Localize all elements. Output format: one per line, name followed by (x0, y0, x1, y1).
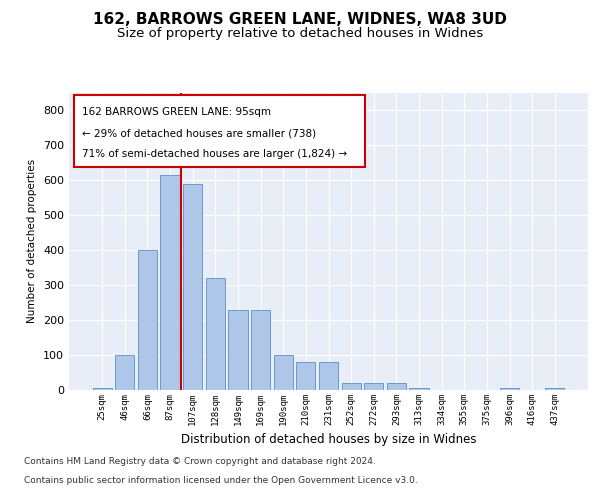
Bar (296, 362, 316, 390)
FancyBboxPatch shape (74, 96, 365, 167)
Bar (341, 383, 361, 390)
Text: Contains HM Land Registry data © Crown copyright and database right 2024.: Contains HM Land Registry data © Crown c… (24, 458, 376, 466)
Bar (500, 388, 519, 390)
Bar (319, 362, 338, 390)
Bar (545, 388, 565, 390)
Text: 162, BARROWS GREEN LANE, WIDNES, WA8 3UD: 162, BARROWS GREEN LANE, WIDNES, WA8 3UD (93, 12, 507, 28)
Text: 71% of semi-detached houses are larger (1,824) →: 71% of semi-detached houses are larger (… (82, 149, 347, 159)
X-axis label: Distribution of detached houses by size in Widnes: Distribution of detached houses by size … (181, 434, 476, 446)
Bar (206, 278, 225, 390)
Bar (229, 310, 248, 390)
Y-axis label: Number of detached properties: Number of detached properties (28, 159, 37, 324)
Bar (387, 383, 406, 390)
Bar (274, 355, 293, 390)
Bar (138, 250, 157, 390)
Bar (364, 383, 383, 390)
Text: ← 29% of detached houses are smaller (738): ← 29% of detached houses are smaller (73… (82, 128, 316, 138)
Text: 162 BARROWS GREEN LANE: 95sqm: 162 BARROWS GREEN LANE: 95sqm (82, 108, 271, 118)
Text: Size of property relative to detached houses in Widnes: Size of property relative to detached ho… (117, 28, 483, 40)
Bar (92, 388, 112, 390)
Bar (160, 175, 180, 390)
Bar (251, 310, 270, 390)
Bar (409, 388, 428, 390)
Bar (115, 355, 134, 390)
Bar (183, 184, 202, 390)
Text: Contains public sector information licensed under the Open Government Licence v3: Contains public sector information licen… (24, 476, 418, 485)
